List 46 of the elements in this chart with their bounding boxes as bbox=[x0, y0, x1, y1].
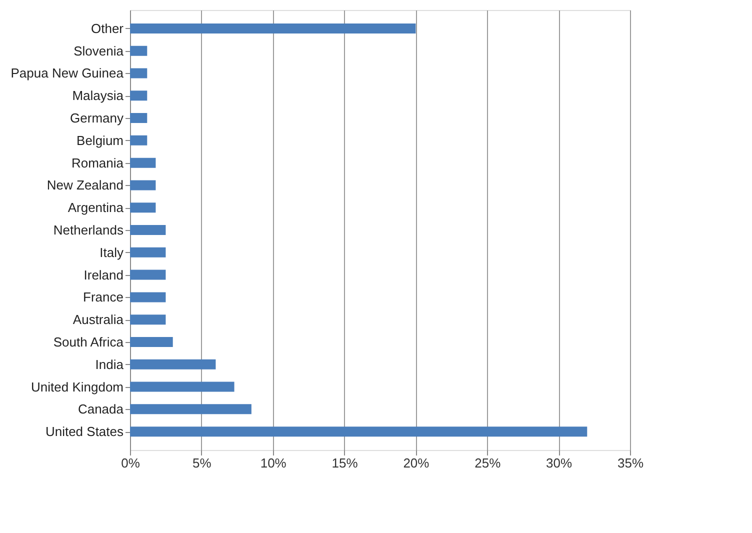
y-tick-label: South Africa bbox=[53, 334, 124, 350]
x-tick-label: 20% bbox=[403, 456, 430, 470]
y-tick-label: Germany bbox=[70, 110, 124, 126]
bar bbox=[130, 314, 166, 325]
y-tick-label: Argentina bbox=[68, 200, 124, 216]
bar bbox=[130, 135, 148, 146]
y-tick-label: Canada bbox=[78, 402, 124, 417]
y-tick-label: Australia bbox=[72, 312, 124, 328]
bar bbox=[130, 359, 216, 370]
bar bbox=[130, 90, 148, 101]
bar bbox=[130, 68, 148, 78]
bar bbox=[130, 404, 252, 414]
x-tick-label: 30% bbox=[546, 456, 573, 470]
y-tick-label: Other bbox=[90, 20, 124, 36]
y-tick-label: Italy bbox=[100, 244, 124, 260]
bar bbox=[130, 180, 156, 190]
bar bbox=[130, 426, 588, 437]
y-tick-label: Ireland bbox=[84, 267, 124, 282]
x-tick-label: 25% bbox=[474, 456, 502, 470]
bar bbox=[130, 382, 234, 392]
y-tick-label: Malaysia bbox=[72, 88, 124, 104]
bar bbox=[130, 270, 166, 280]
y-tick-label: France bbox=[83, 290, 124, 305]
y-tick-label: United Kingdom bbox=[31, 379, 124, 394]
y-tick-label: Belgium bbox=[76, 132, 124, 148]
bar bbox=[130, 292, 166, 302]
y-tick-label: Romania bbox=[71, 155, 124, 170]
x-tick-label: 35% bbox=[617, 456, 644, 470]
x-tick-label: 15% bbox=[332, 456, 358, 470]
y-tick-label: Netherlands bbox=[53, 222, 124, 238]
bar bbox=[130, 46, 148, 56]
x-tick-label: 10% bbox=[260, 456, 287, 470]
y-tick-label: Papua New Guinea bbox=[10, 66, 124, 81]
y-tick-label: India bbox=[95, 356, 124, 372]
y-tick-label: United States bbox=[45, 424, 124, 440]
x-tick-label: 5% bbox=[192, 456, 212, 470]
y-tick-label: Slovenia bbox=[74, 43, 124, 58]
bar bbox=[130, 202, 156, 213]
x-tick-label: 0% bbox=[121, 456, 140, 470]
bar bbox=[130, 225, 166, 235]
bar bbox=[130, 336, 173, 347]
bar bbox=[130, 247, 166, 258]
bar bbox=[130, 158, 156, 168]
y-tick-label: New Zealand bbox=[46, 178, 124, 193]
bar bbox=[130, 23, 416, 34]
bar bbox=[130, 113, 148, 124]
